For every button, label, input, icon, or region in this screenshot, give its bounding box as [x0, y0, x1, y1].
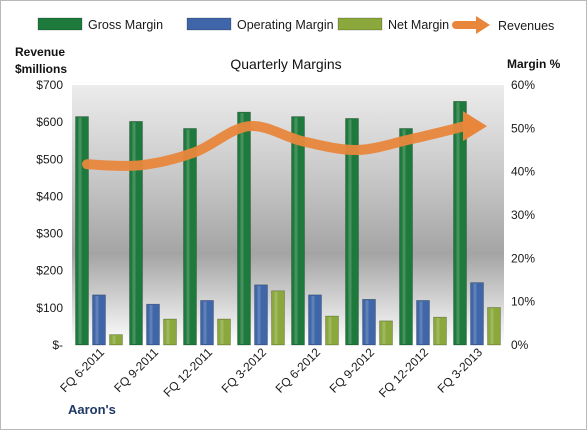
left-axis: $- $100 $200 $300 $400 $500 $600 $700: [36, 78, 63, 352]
gross-margin-bar: [238, 112, 251, 345]
left-tick-label: $600: [36, 115, 63, 129]
net-margin-bar: [326, 316, 339, 345]
left-axis-title-line2: $millions: [15, 62, 67, 76]
net-margin-bar-highlight: [491, 308, 494, 344]
operating-margin-bar: [471, 283, 484, 345]
x-tick-label: FQ 9-2011: [111, 345, 161, 395]
net-margin-legend-swatch: [338, 18, 382, 30]
gross-margin-bar-highlight: [133, 122, 136, 344]
right-axis: 0% 10% 20% 30% 40% 50% 60%: [511, 78, 535, 352]
left-axis-title-line1: Revenue: [15, 45, 65, 59]
right-tick-label: 0%: [511, 338, 529, 352]
source-label: Aaron's: [68, 402, 116, 417]
operating-margin-bar-highlight: [474, 284, 477, 344]
net-margin-bar: [488, 307, 501, 345]
left-tick-label: $700: [36, 78, 63, 92]
x-tick-label: FQ 3-2012: [219, 345, 270, 396]
net-margin-bar: [434, 317, 447, 345]
operating-margin-bar-highlight: [204, 301, 207, 344]
gross-margin-bar-highlight: [241, 113, 244, 344]
operating-margin-bar-highlight: [258, 286, 261, 344]
gross-margin-bar: [184, 128, 197, 345]
operating-margin-bar: [255, 285, 268, 345]
gross-margin-bar: [400, 128, 413, 345]
net-margin-bar: [110, 335, 123, 345]
left-tick-label: $400: [36, 189, 63, 203]
net-margin-bar: [218, 319, 231, 345]
x-tick-label: FQ 6-2012: [273, 345, 324, 396]
left-tick-label: $300: [36, 227, 63, 241]
right-axis-title: Margin %: [507, 57, 561, 71]
net-margin-bar-highlight: [329, 317, 332, 344]
operating-margin-bar-highlight: [366, 300, 369, 344]
operating-margin-bar: [147, 304, 160, 345]
revenues-legend-arrow: [476, 16, 490, 34]
left-tick-label: $-: [52, 338, 63, 352]
x-tick-label: FQ 3-2013: [435, 345, 486, 396]
net-margin-bar: [380, 321, 393, 345]
left-tick-label: $100: [36, 301, 63, 315]
legend-label: Net Margin: [388, 18, 449, 32]
legend: Gross Margin Operating Margin Net Margin Re…: [38, 16, 554, 34]
gross-margin-legend-swatch: [38, 18, 82, 30]
legend-label: Gross Margin: [88, 18, 163, 32]
net-margin-bar-highlight: [167, 320, 170, 344]
gross-margin-bar: [76, 117, 89, 345]
operating-margin-bar-highlight: [96, 296, 99, 344]
legend-label: Operating Margin: [237, 18, 334, 32]
net-margin-bar-highlight: [383, 322, 386, 344]
net-margin-bar-highlight: [113, 336, 116, 344]
operating-margin-legend-swatch: [187, 18, 231, 30]
x-tick-label: FQ 12-2012: [376, 345, 431, 400]
operating-margin-bar-highlight: [420, 301, 423, 344]
gross-margin-bar-highlight: [295, 118, 298, 344]
right-tick-label: 50%: [511, 121, 535, 135]
operating-margin-bar: [363, 299, 376, 345]
gross-margin-bar-highlight: [457, 102, 460, 344]
net-margin-bar: [272, 291, 285, 345]
x-tick-label: FQ 6-2011: [57, 345, 107, 395]
right-tick-label: 40%: [511, 165, 535, 179]
right-tick-label: 10%: [511, 295, 535, 309]
legend-label: Revenues: [498, 19, 554, 33]
gross-margin-bar: [130, 121, 143, 345]
operating-margin-bar: [201, 300, 214, 345]
net-margin-bar-highlight: [437, 318, 440, 344]
operating-margin-bar: [93, 295, 106, 345]
x-tick-label: FQ 9-2012: [327, 345, 378, 396]
gross-margin-bar-highlight: [403, 129, 406, 344]
operating-margin-bar-highlight: [150, 305, 153, 344]
gross-margin-bar-highlight: [187, 129, 190, 344]
right-tick-label: 20%: [511, 251, 535, 265]
gross-margin-bar: [292, 117, 305, 345]
x-tick-label: FQ 12-2011: [161, 345, 216, 400]
net-margin-bar-highlight: [221, 320, 224, 344]
right-tick-label: 30%: [511, 208, 535, 222]
left-tick-label: $200: [36, 264, 63, 278]
gross-margin-bar-highlight: [79, 118, 82, 344]
net-margin-bar: [164, 319, 177, 345]
left-tick-label: $500: [36, 152, 63, 166]
chart-title: Quarterly Margins: [230, 56, 341, 72]
operating-margin-bar: [417, 300, 430, 345]
operating-margin-bar: [309, 295, 322, 345]
right-tick-label: 60%: [511, 78, 535, 92]
net-margin-bar-highlight: [275, 292, 278, 344]
operating-margin-bar-highlight: [312, 296, 315, 344]
